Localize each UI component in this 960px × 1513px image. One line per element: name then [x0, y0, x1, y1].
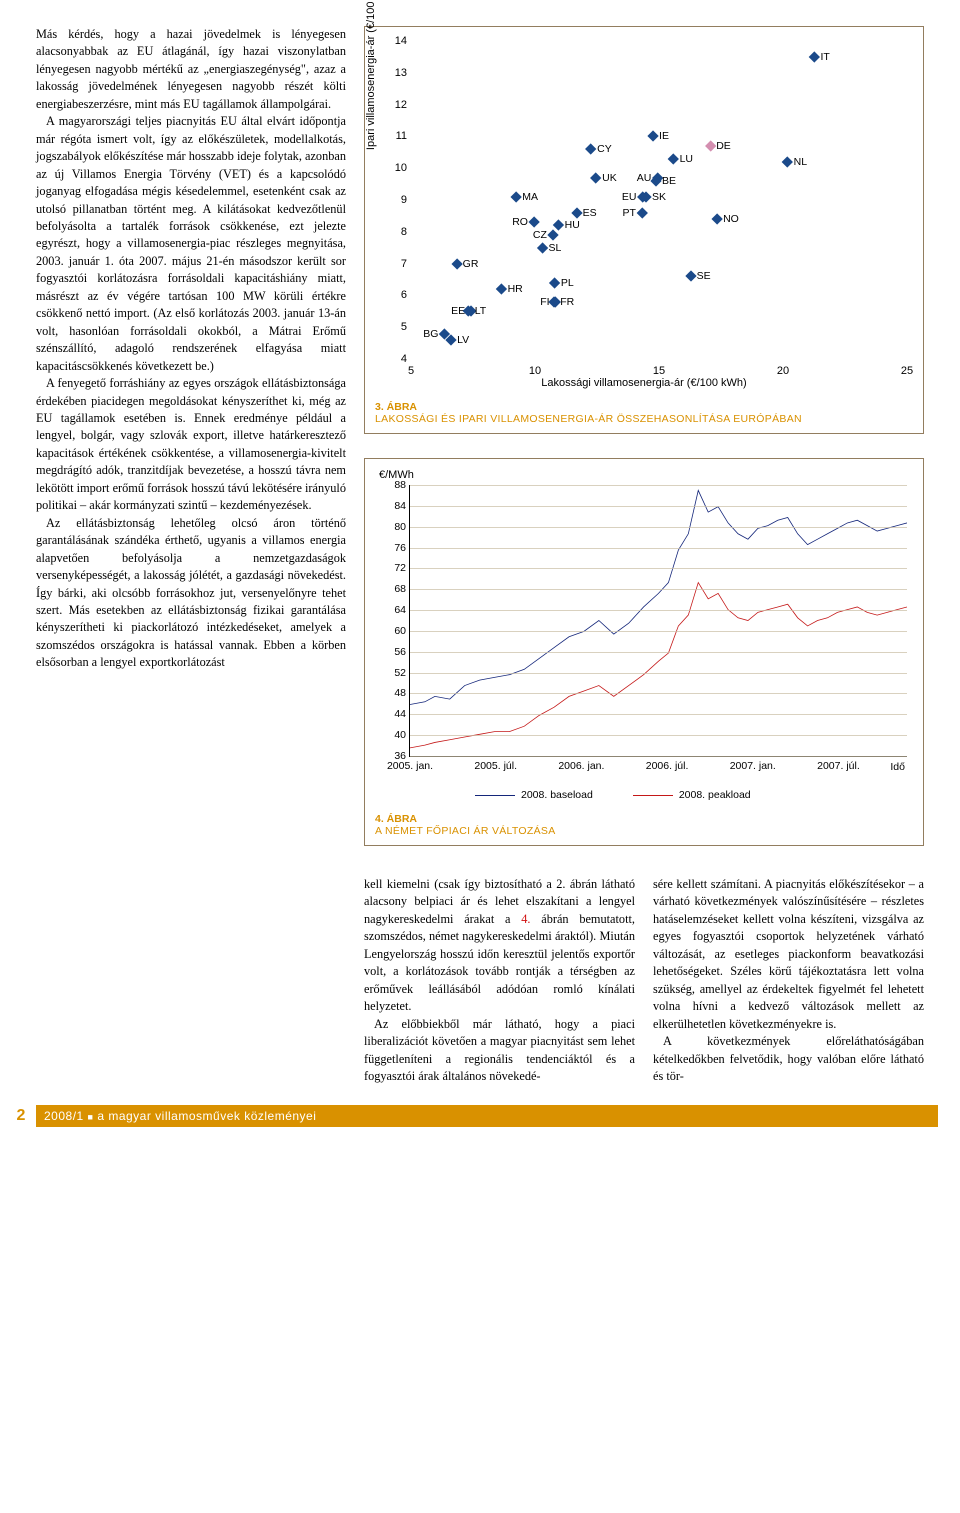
chart3-point-LV: LV	[447, 334, 469, 346]
chart4-ytick: 44	[384, 708, 406, 720]
chart3-xtick: 20	[777, 365, 789, 377]
fig4-title: A NÉMET FŐPIACI ÁR VÁLTOZÁSA	[375, 825, 556, 837]
chart4-xtick: 2005. jan.	[387, 760, 433, 772]
fig3-title: LAKOSSÁGI ÉS IPARI VILLAMOSENERGIA-ÁR ÖS…	[375, 413, 802, 425]
body-text: A fenyegető forráshiány az egyes országo…	[36, 375, 346, 515]
chart3-ytick: 5	[389, 321, 407, 333]
chart4-ytick: 52	[384, 667, 406, 679]
bottom-text-columns: kell kiemelni (csak így biztosítható a 2…	[364, 876, 924, 1085]
chart4-time-label: Idő	[890, 761, 905, 773]
chart4-ytick: 88	[384, 479, 406, 491]
chart4-ytick: 80	[384, 521, 406, 533]
figure-3-caption: 3. ÁBRA LAKOSSÁGI ÉS IPARI VILLAMOSENERG…	[375, 401, 913, 425]
chart3-ytick: 9	[389, 194, 407, 206]
figure-4-line-chart: €/MWh 36404448525660646872768084882005. …	[364, 458, 924, 846]
chart3-point-GR: GR	[453, 258, 479, 270]
chart3-point-PL: PL	[551, 277, 574, 289]
chart4-ytick: 68	[384, 583, 406, 595]
fig4-number: 4. ÁBRA	[375, 813, 417, 825]
chart3-xtick: 25	[901, 365, 913, 377]
chart3-ytick: 10	[389, 162, 407, 174]
chart3-point-DE: DE	[706, 140, 731, 152]
chart3-point-LU: LU	[670, 153, 693, 165]
chart3-ytick: 8	[389, 226, 407, 238]
footer-title: a magyar villamosművek közleményei	[97, 1109, 316, 1123]
chart3-point-BE: BE	[652, 175, 676, 187]
chart3-xtick: 15	[653, 365, 665, 377]
chart4-legend-item: 2008. baseload	[475, 789, 593, 801]
chart3-point-HU: HU	[555, 219, 580, 231]
chart3-ytick: 14	[389, 35, 407, 47]
chart4-ytick: 76	[384, 542, 406, 554]
figure-3-scatter-chart: Ipari villamosenergia-ár (€/100 kWh) 456…	[364, 26, 924, 434]
chart3-point-BG: BG	[423, 328, 448, 340]
body-text: A magyarországi teljes piacnyitás EU ált…	[36, 113, 346, 375]
body-text: A következmények előreláthatóságában két…	[653, 1033, 924, 1085]
chart3-point-RO: RO	[512, 216, 538, 228]
chart3-point-CY: CY	[587, 143, 612, 155]
chart3-point-CZ: CZ	[533, 229, 557, 241]
page-footer: 2 2008/1 ■ a magyar villamosművek közlem…	[36, 1105, 938, 1127]
body-text: Az előbbiekből már látható, hogy a piaci…	[364, 1016, 635, 1086]
chart3-point-LT: LT	[465, 305, 486, 317]
body-text: Más kérdés, hogy a hazai jövedelmek is l…	[36, 26, 346, 113]
chart4-ytick: 72	[384, 562, 406, 574]
body-text-column: Más kérdés, hogy a hazai jövedelmek is l…	[36, 26, 346, 1085]
footer-separator-icon: ■	[88, 1112, 94, 1122]
chart4-xtick: 2007. júl.	[817, 760, 860, 772]
chart3-point-SE: SE	[687, 270, 711, 282]
body-text: kell kiemelni (csak így biztosítható a 2…	[364, 876, 635, 1016]
chart3-xtick: 5	[408, 365, 414, 377]
chart3-xtick: 10	[529, 365, 541, 377]
chart4-ytick: 40	[384, 729, 406, 741]
chart3-point-UK: UK	[592, 172, 617, 184]
body-text: Az ellátásbiztonság lehetőleg olcsó áron…	[36, 515, 346, 672]
chart4-ytick: 64	[384, 604, 406, 616]
chart3-ytick: 4	[389, 353, 407, 365]
footer-year: 2008/1	[44, 1109, 84, 1123]
chart4-ytick: 84	[384, 500, 406, 512]
chart3-point-IT: IT	[811, 51, 830, 63]
chart3-ytick: 11	[389, 130, 407, 142]
chart3-ylabel: Ipari villamosenergia-ár (€/100 kWh)	[365, 0, 377, 150]
body-text: sére kellett számítani. A piacnyitás elő…	[653, 876, 924, 1033]
chart3-point-IE: IE	[649, 130, 669, 142]
chart3-point-HR: HR	[498, 283, 523, 295]
chart4-ytick: 60	[384, 625, 406, 637]
chart3-point-SK: SK	[642, 191, 666, 203]
chart3-point-SL: SL	[538, 242, 561, 254]
chart3-ytick: 7	[389, 258, 407, 270]
chart3-ytick: 6	[389, 289, 407, 301]
chart4-ytick: 48	[384, 687, 406, 699]
chart4-xtick: 2006. jan.	[558, 760, 604, 772]
chart3-point-NO: NO	[713, 213, 739, 225]
figure-4-caption: 4. ÁBRA A NÉMET FŐPIACI ÁR VÁLTOZÁSA	[375, 813, 913, 837]
chart3-ytick: 12	[389, 99, 407, 111]
chart4-legend-item: 2008. peakload	[633, 789, 751, 801]
chart4-ytick: 56	[384, 646, 406, 658]
chart3-ytick: 13	[389, 67, 407, 79]
chart3-point-FR: FR	[550, 296, 574, 308]
chart3-point-PT: PT	[622, 207, 645, 219]
chart4-xtick: 2005. júl.	[474, 760, 517, 772]
chart3-point-NL: NL	[784, 156, 807, 168]
fig3-number: 3. ÁBRA	[375, 401, 417, 413]
chart3-point-MA: MA	[512, 191, 538, 203]
chart4-xtick: 2006. júl.	[646, 760, 689, 772]
chart4-legend: 2008. baseload 2008. peakload	[475, 789, 751, 801]
page-number: 2	[8, 1107, 34, 1125]
chart3-point-ES: ES	[573, 207, 597, 219]
chart4-xtick: 2007. jan.	[730, 760, 776, 772]
chart3-xlabel: Lakossági villamosenergia-ár (€/100 kWh)	[541, 377, 746, 389]
